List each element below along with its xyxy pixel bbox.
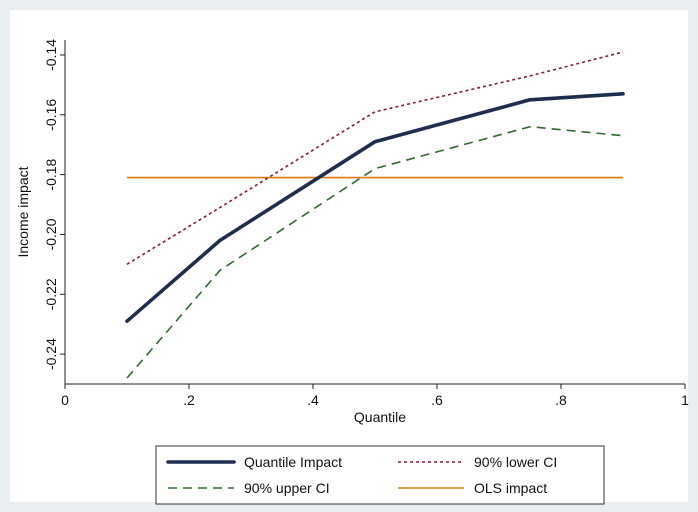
- legend: Quantile Impact 90% lower CI 90% upper CI O…: [155, 445, 605, 505]
- series-line-quantile-impact: [125, 92, 625, 324]
- y-axis-title: Income impact: [15, 166, 31, 257]
- y-tick-label: -0.22: [43, 278, 59, 310]
- y-tick-label: -0.14: [43, 39, 59, 71]
- plot-background: [10, 10, 688, 502]
- legend-label: 90% lower CI: [474, 454, 557, 470]
- x-tick-label: .4: [307, 392, 319, 408]
- y-tick-label: -0.16: [43, 99, 59, 131]
- x-tick-label: .2: [183, 392, 195, 408]
- series-line-90-upper-ci: [126, 125, 624, 379]
- x-axis-ticks: 0 .2 .4 .6 .8 1: [61, 384, 689, 408]
- x-tick-label: 0: [61, 392, 69, 408]
- plot-area: [125, 51, 625, 379]
- x-tick-label: .6: [431, 392, 443, 408]
- y-tick-label: -0.24: [43, 338, 59, 370]
- x-axis-title: Quantile: [354, 409, 406, 425]
- y-tick-label: -0.20: [43, 218, 59, 250]
- legend-label: Quantile Impact: [244, 454, 342, 470]
- series-line-90-lower-ci: [126, 51, 624, 265]
- x-tick-label: .8: [555, 392, 567, 408]
- legend-box: [155, 445, 605, 505]
- y-axis-ticks: -0.24 -0.22 -0.20 -0.18 -0.16 -0.14: [43, 39, 65, 370]
- y-tick-label: -0.18: [43, 158, 59, 190]
- legend-label: 90% upper CI: [244, 480, 330, 496]
- x-tick-label: 1: [681, 392, 689, 408]
- legend-label: OLS impact: [474, 480, 547, 496]
